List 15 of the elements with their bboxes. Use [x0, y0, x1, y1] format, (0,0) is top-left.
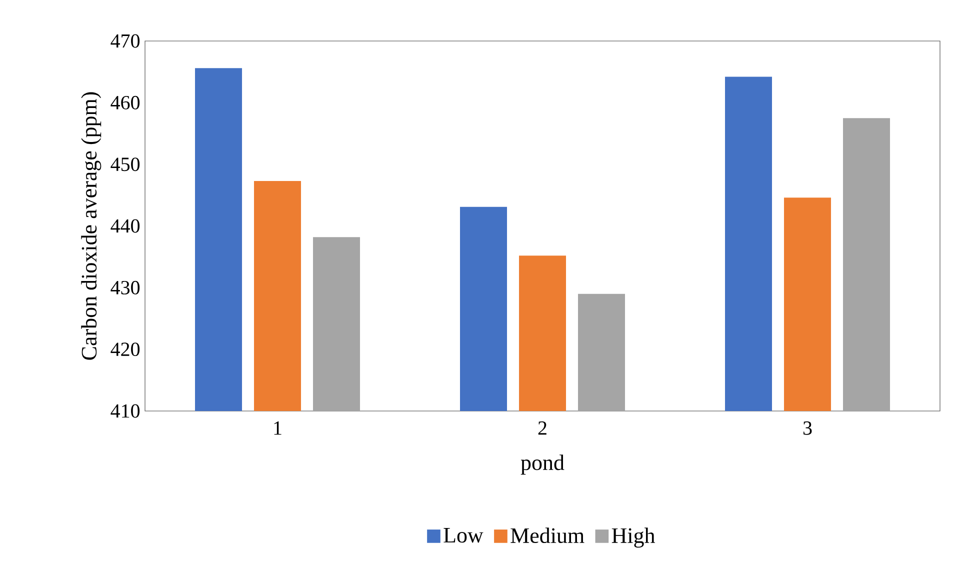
y-tick-label: 460: [110, 96, 140, 110]
x-axis-title: pond: [520, 454, 564, 475]
legend-label: High: [612, 528, 655, 548]
y-tick-label: 420: [110, 342, 140, 356]
y-tick-label: 440: [110, 219, 140, 233]
y-axis-title: Carbon dioxide average (ppm): [81, 92, 102, 360]
y-tick-label: 430: [110, 280, 140, 294]
legend-label: Medium: [510, 528, 584, 544]
y-tick-label: 470: [110, 34, 140, 48]
y-tick-label: 450: [110, 158, 140, 172]
x-tick-label: 1: [274, 421, 282, 435]
legend-label: Low: [444, 528, 484, 543]
x-tick-label: 2: [538, 421, 546, 435]
y-tick-label: 410: [110, 404, 140, 418]
x-tick-label: 3: [803, 421, 812, 435]
